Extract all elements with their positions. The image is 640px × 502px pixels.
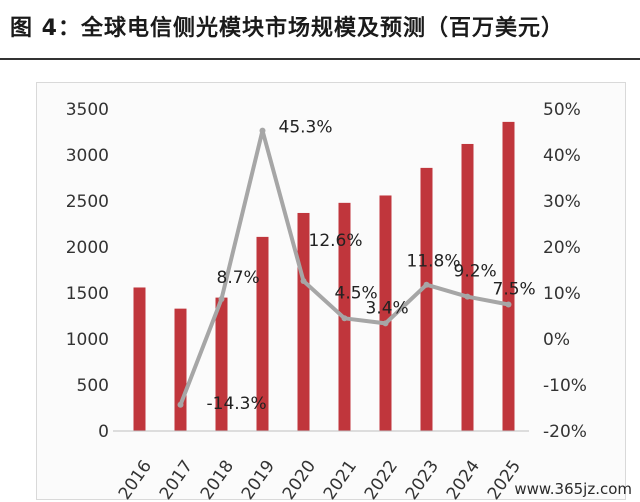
- growth-point: [300, 278, 307, 285]
- growth-data-label: 8.7%: [217, 268, 260, 288]
- y-left-tick-label: 1000: [66, 330, 109, 350]
- bar-2023: [420, 167, 433, 431]
- growth-point: [218, 295, 225, 302]
- bar-2024: [461, 143, 474, 431]
- x-tick-label: 2022: [361, 457, 402, 501]
- watermark: www.365jz.com: [514, 480, 632, 498]
- y-right-tick-label: -20%: [543, 422, 587, 442]
- chart-area: 0 500 1000 1500 2000 2500 3000 3500 -20% -10% 0% 10…: [36, 82, 626, 501]
- y-right-tick-label: 20%: [543, 238, 581, 258]
- combo-chart: 0 500 1000 1500 2000 2500 3000 3500 -20% -10% 0% 10…: [66, 100, 587, 501]
- bar-2017: [174, 308, 187, 431]
- growth-point: [423, 281, 430, 288]
- y-right-tick-label: 10%: [543, 284, 581, 304]
- x-tick-label: 2017: [156, 457, 197, 501]
- growth-point: [505, 301, 512, 308]
- x-tick-label: 2021: [320, 457, 361, 501]
- growth-point: [177, 401, 184, 408]
- growth-point: [341, 315, 348, 322]
- y-left-tick-label: 3000: [66, 146, 109, 166]
- growth-data-label: 7.5%: [493, 280, 536, 300]
- x-tick-label: 2019: [238, 457, 279, 501]
- y-right-tick-label: 0%: [543, 330, 570, 350]
- growth-data-label: 4.5%: [335, 283, 378, 303]
- growth-data-label: 45.3%: [279, 118, 333, 138]
- y-left-tick-label: 0: [98, 422, 109, 442]
- y-left-tick-label: 500: [77, 376, 109, 396]
- growth-data-label: 3.4%: [366, 298, 409, 318]
- growth-point: [382, 320, 389, 327]
- y-left-tick-label: 1500: [66, 284, 109, 304]
- y-left-tick-label: 2000: [66, 238, 109, 258]
- y-left-tick-label: 3500: [66, 100, 109, 120]
- bar-2018: [215, 297, 228, 431]
- x-tick-label: 2023: [402, 457, 443, 501]
- x-tick-label: 2024: [443, 457, 484, 501]
- title-divider: [0, 58, 640, 60]
- growth-data-label: 12.6%: [309, 231, 363, 251]
- bar-2016: [133, 287, 146, 431]
- bar-2025: [502, 121, 515, 431]
- x-tick-label: 2018: [197, 457, 238, 501]
- growth-point: [259, 127, 266, 134]
- growth-point: [464, 293, 471, 300]
- y-right-tick-label: 30%: [543, 192, 581, 212]
- bar-2022: [379, 195, 392, 431]
- x-tick-label: 2020: [279, 457, 320, 501]
- y-left-tick-label: 2500: [66, 192, 109, 212]
- y-right-tick-label: -10%: [543, 376, 587, 396]
- growth-data-label: 11.8%: [407, 252, 461, 272]
- growth-data-label: 9.2%: [454, 262, 497, 282]
- y-right-tick-label: 50%: [543, 100, 581, 120]
- figure-title: 图 4：全球电信侧光模块市场规模及预测（百万美元）: [10, 16, 564, 41]
- x-tick-label: 2016: [115, 457, 156, 501]
- growth-data-label: -14.3%: [207, 394, 267, 414]
- y-right-tick-label: 40%: [543, 146, 581, 166]
- bar-2019: [256, 236, 269, 431]
